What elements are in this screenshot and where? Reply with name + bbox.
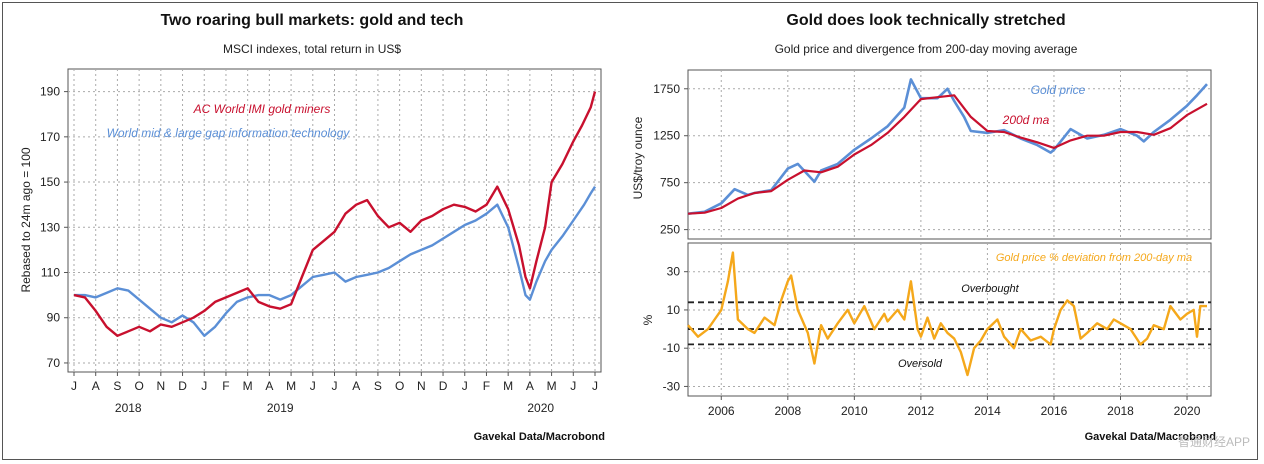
left-x-tick-label: A bbox=[92, 379, 100, 393]
left-year-label: 2019 bbox=[267, 401, 294, 415]
left-y-tick-label: 90 bbox=[47, 311, 61, 325]
left-source-note: Gavekal Data/Macrobond bbox=[474, 431, 605, 443]
watermark: 智通财经APP bbox=[1178, 434, 1250, 449]
legend-gold-price: Gold price bbox=[1031, 83, 1086, 97]
left-x-tick-label: J bbox=[332, 379, 338, 393]
right-source-note: Gavekal Data/Macrobond bbox=[1085, 431, 1216, 443]
left-y-tick-label: 150 bbox=[40, 175, 60, 189]
left-x-tick-label: F bbox=[483, 379, 490, 393]
gold-price-y-ticks: 250 750 1250 1750 bbox=[653, 82, 688, 237]
deviation-x-tick-label: 2010 bbox=[841, 404, 868, 418]
right-top-plot-frame bbox=[687, 69, 1212, 240]
left-year-labels: 2018 2019 2020 bbox=[115, 401, 554, 415]
gold-miners-line bbox=[73, 91, 597, 337]
left-chart-title: Two roaring bull markets: gold and tech bbox=[161, 12, 464, 29]
left-x-tick-label: M bbox=[243, 379, 253, 393]
left-series bbox=[73, 91, 597, 337]
deviation-y-tick-label: -30 bbox=[663, 379, 681, 393]
information-technology-line bbox=[74, 185, 597, 337]
deviation-x-tick-label: 2016 bbox=[1041, 404, 1068, 418]
left-y-tick-label: 190 bbox=[40, 85, 60, 99]
deviation-y-axis-label: % bbox=[641, 314, 655, 325]
right-chart-subtitle: Gold price and divergence from 200-day m… bbox=[775, 42, 1078, 56]
deviation-grid bbox=[688, 243, 1211, 396]
legend-200d-ma: 200d ma bbox=[1002, 113, 1050, 127]
left-x-tick-label: M bbox=[547, 379, 557, 393]
deviation-y-tick-label: -10 bbox=[663, 341, 681, 355]
left-x-tick-label: M bbox=[286, 379, 296, 393]
left-x-tick-label: M bbox=[503, 379, 513, 393]
left-y-tick-label: 110 bbox=[41, 266, 60, 280]
right-chart-title: Gold does look technically stretched bbox=[786, 12, 1065, 29]
left-x-tick-label: O bbox=[134, 379, 143, 393]
deviation-series bbox=[687, 251, 1207, 377]
left-x-tick-label: N bbox=[417, 379, 426, 393]
left-y-axis-label: Rebased to 24m ago = 100 bbox=[19, 147, 33, 292]
left-x-tick-label: J bbox=[570, 379, 576, 393]
left-x-tick-label: A bbox=[265, 379, 273, 393]
deviation-y-tick-label: 30 bbox=[667, 265, 681, 279]
deviation-x-tick-label: 2020 bbox=[1174, 404, 1201, 418]
left-x-tick-label: J bbox=[201, 379, 207, 393]
gold-price-y-tick-label: 250 bbox=[660, 223, 680, 237]
left-y-tick-label: 130 bbox=[40, 220, 60, 234]
deviation-x-ticks: 2006 2008 2010 2012 2014 2016 2018 2020 bbox=[708, 396, 1201, 418]
left-x-tick-label: D bbox=[439, 379, 448, 393]
gold-price-series bbox=[687, 78, 1208, 215]
left-x-tick-label: N bbox=[156, 379, 165, 393]
left-y-tick-label: 170 bbox=[40, 130, 60, 144]
left-x-tick-label: A bbox=[352, 379, 360, 393]
gold-price-y-axis-label: US$/troy ounce bbox=[631, 116, 645, 199]
left-x-tick-label: O bbox=[395, 379, 404, 393]
left-x-tick-label: S bbox=[374, 379, 382, 393]
gold-price-grid bbox=[688, 70, 1211, 239]
overbought-label: Overbought bbox=[961, 283, 1019, 295]
left-x-tick-label: J bbox=[462, 379, 468, 393]
left-x-tick-label: F bbox=[222, 379, 229, 393]
oversold-label: Oversold bbox=[898, 358, 943, 370]
left-y-ticks: 70 90 110 130 150 170 190 bbox=[40, 85, 68, 370]
deviation-x-tick-label: 2008 bbox=[774, 404, 801, 418]
deviation-x-tick-label: 2014 bbox=[974, 404, 1001, 418]
legend-information-technology: World mid & large gap information techno… bbox=[107, 126, 351, 140]
gold-price-y-tick-label: 750 bbox=[660, 176, 680, 190]
left-y-tick-label: 70 bbox=[47, 356, 61, 370]
deviation-reference-lines bbox=[688, 301, 1211, 346]
left-x-tick-label: D bbox=[178, 379, 187, 393]
deviation-y-tick-label: 10 bbox=[667, 303, 681, 317]
deviation-y-ticks: -30 -10 10 30 bbox=[663, 265, 688, 393]
left-x-tick-label: J bbox=[592, 379, 598, 393]
gold-price-y-tick-label: 1250 bbox=[653, 129, 680, 143]
deviation-x-tick-label: 2018 bbox=[1107, 404, 1134, 418]
left-year-label: 2018 bbox=[115, 401, 142, 415]
gold-price-y-tick-label: 1750 bbox=[653, 82, 680, 96]
left-x-tick-label: A bbox=[526, 379, 534, 393]
moving-average-line bbox=[687, 94, 1208, 215]
left-chart-subtitle: MSCI indexes, total return in US$ bbox=[223, 42, 401, 56]
deviation-title: Gold price % deviation from 200-day ma bbox=[996, 252, 1192, 264]
left-x-tick-label: J bbox=[71, 379, 77, 393]
legend-gold-miners: AC World IMI gold miners bbox=[193, 102, 331, 116]
left-x-tick-label: J bbox=[310, 379, 316, 393]
left-grid bbox=[68, 69, 601, 372]
left-x-tick-label: S bbox=[113, 379, 121, 393]
deviation-x-tick-label: 2006 bbox=[708, 404, 735, 418]
deviation-line bbox=[687, 251, 1207, 377]
deviation-x-tick-label: 2012 bbox=[908, 404, 935, 418]
left-year-label: 2020 bbox=[527, 401, 554, 415]
